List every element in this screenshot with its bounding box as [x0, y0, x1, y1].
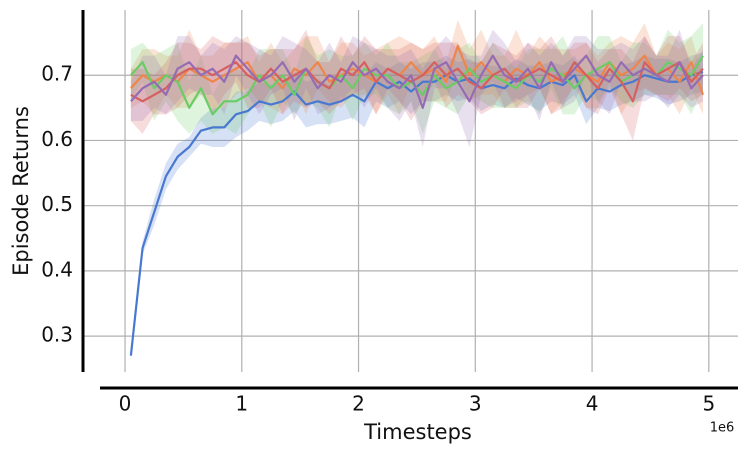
x-axis-label: Timesteps — [363, 420, 472, 444]
x-tick-label: 0 — [119, 392, 132, 416]
y-axis-label: Episode Returns — [9, 106, 33, 276]
x-tick-label: 5 — [702, 392, 715, 416]
y-tick-label: 0.3 — [41, 323, 73, 347]
line — [130, 61, 704, 103]
x-offset-label: 1e6 — [710, 421, 735, 436]
error-band — [130, 52, 703, 359]
error-band — [130, 29, 703, 141]
x-tick-label: 3 — [469, 392, 482, 416]
y-tick-label: 0.4 — [41, 257, 73, 281]
y-tick-label: 0.5 — [41, 192, 73, 216]
x-tick-label: 4 — [586, 392, 599, 416]
x-tick-label: 1 — [235, 392, 248, 416]
y-tick-label: 0.6 — [41, 127, 73, 151]
line — [130, 54, 704, 109]
y-tick-label: 0.7 — [41, 62, 73, 86]
x-tick-label: 2 — [352, 392, 365, 416]
line — [130, 44, 705, 96]
